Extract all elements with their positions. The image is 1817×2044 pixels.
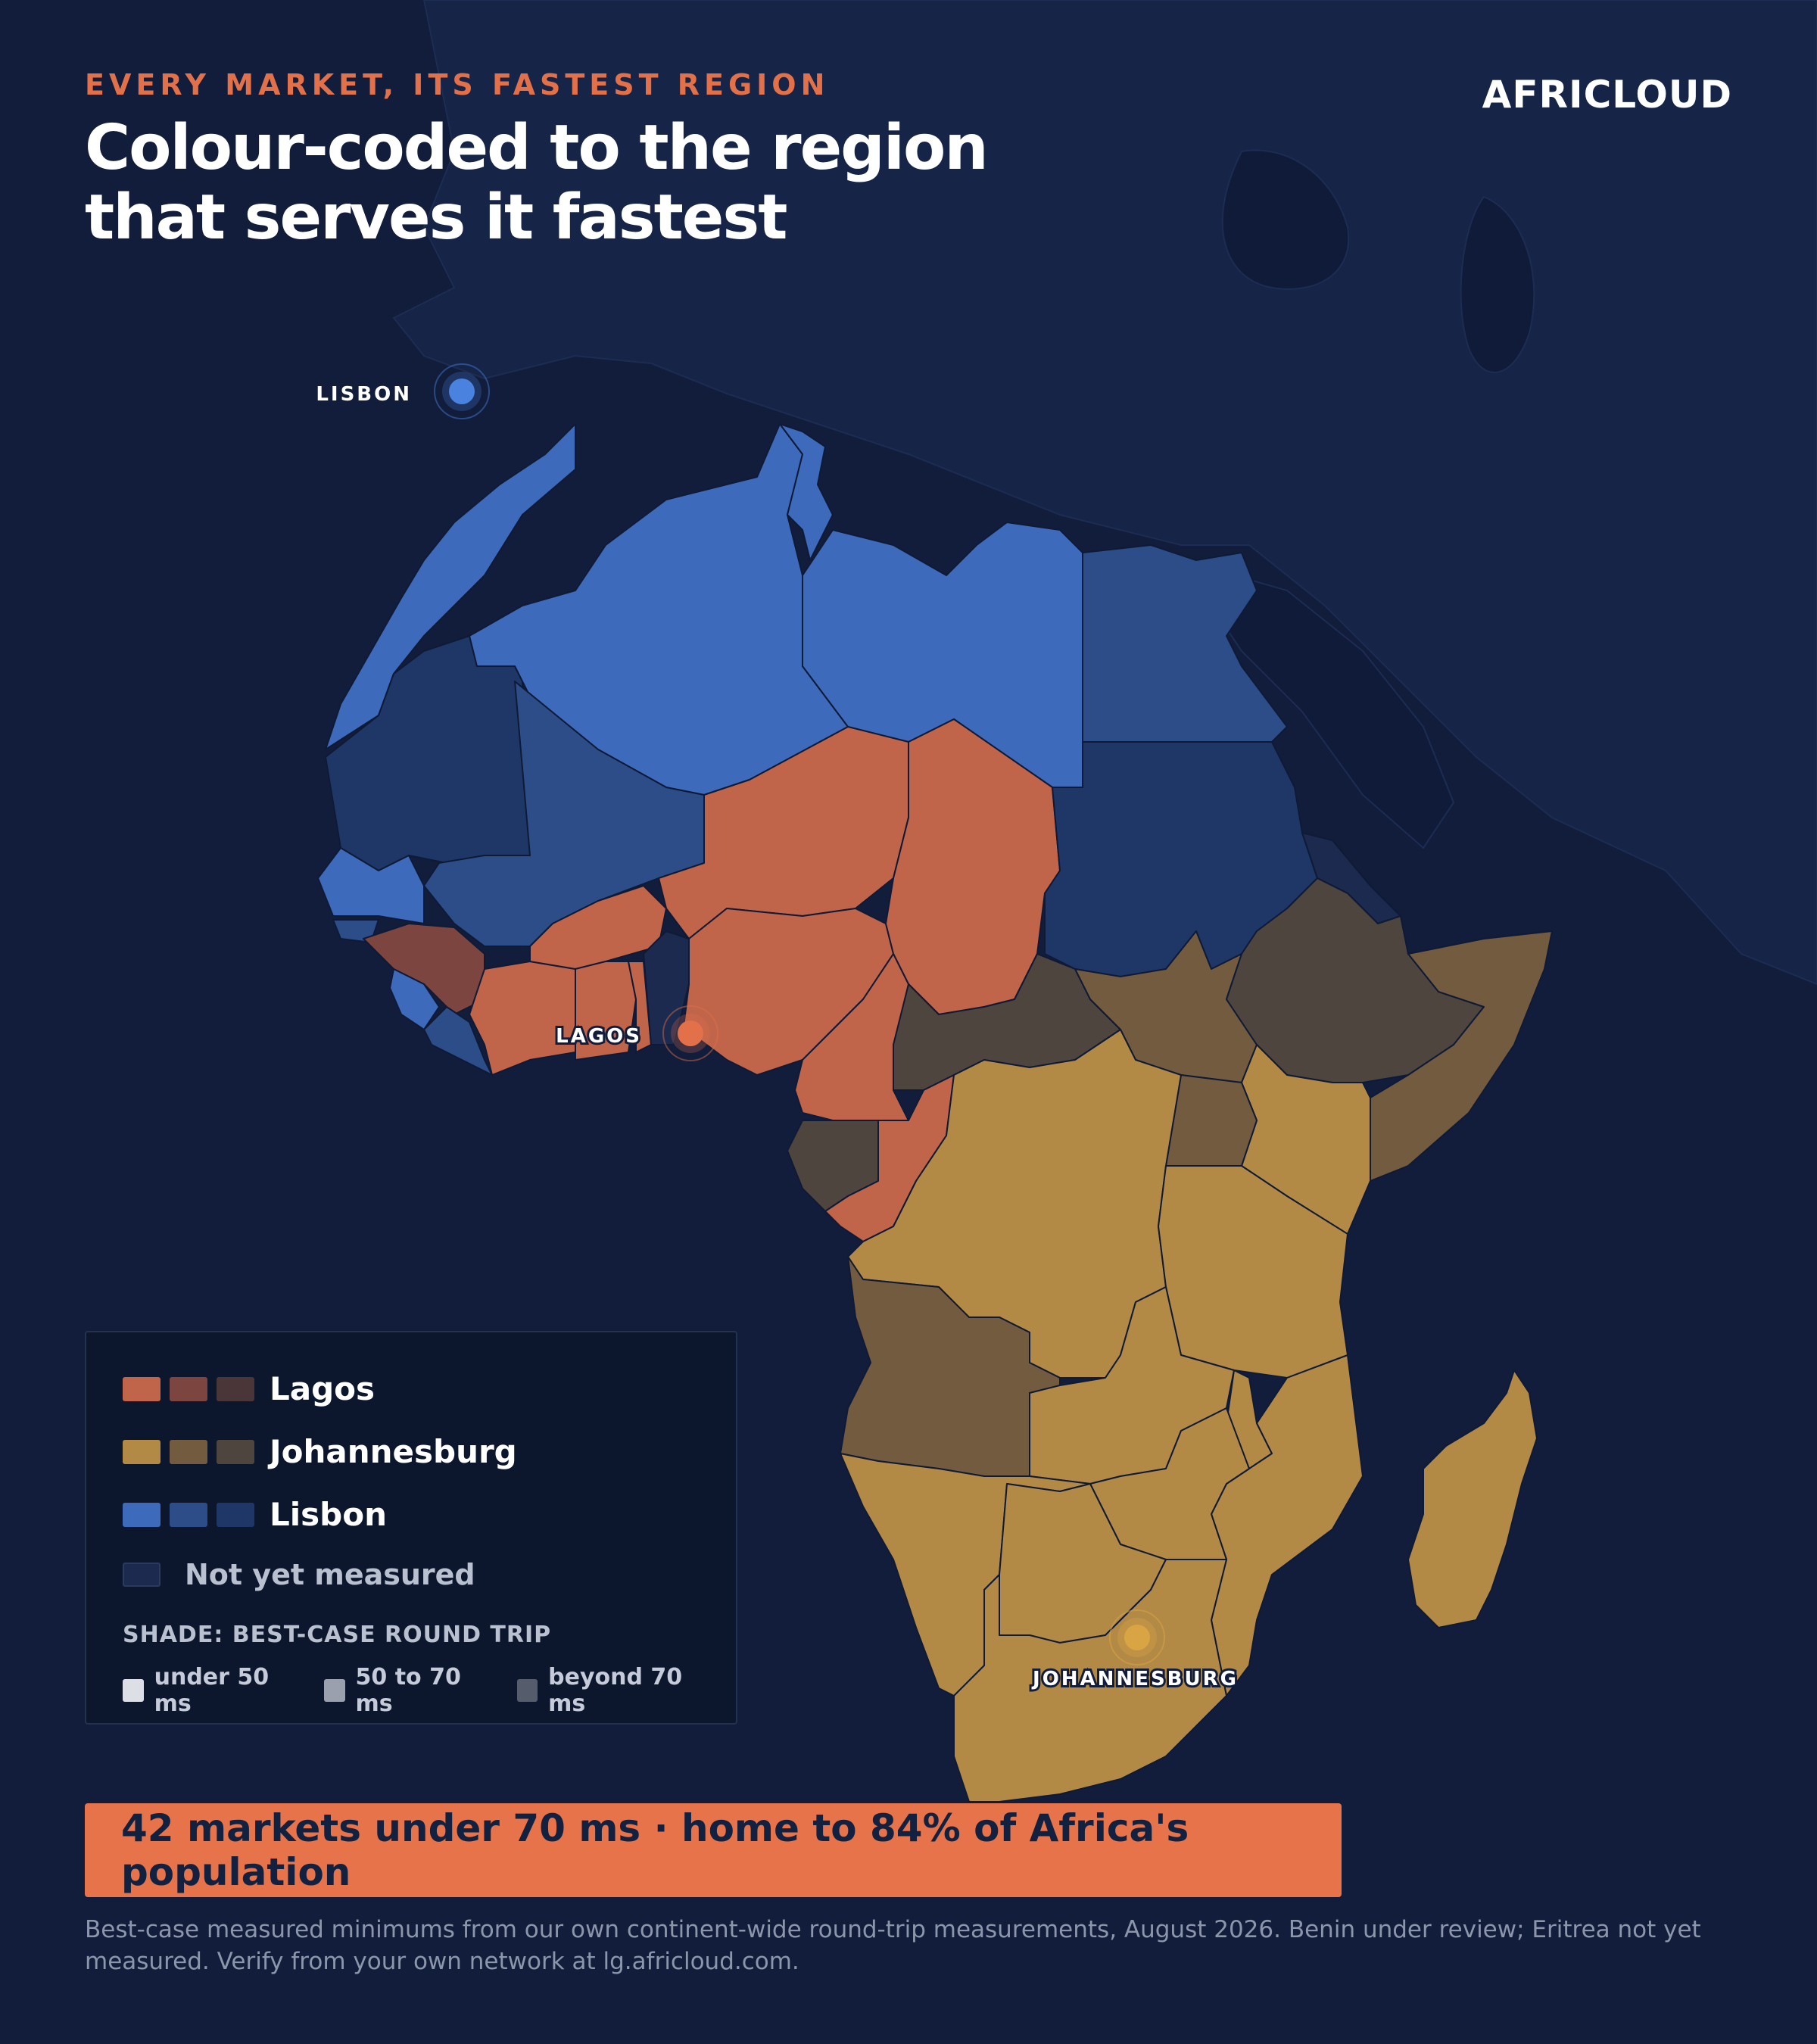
legend-label-johannesburg: Johannesburg: [270, 1433, 517, 1470]
swatch-lisbon-far: [217, 1502, 254, 1527]
johannesburg-marker-dot: [1124, 1625, 1150, 1650]
country-liberia: [423, 1006, 493, 1076]
lisbon-marker-ring: [434, 363, 490, 419]
country-madagascar: [1407, 1369, 1538, 1628]
footnote: Best-case measured minimums from our own…: [85, 1916, 1701, 1975]
eyebrow: EVERY MARKET, ITS FASTEST REGION: [85, 68, 830, 101]
lisbon-marker-dot: [449, 379, 475, 404]
country-morocco: [325, 423, 576, 750]
summary-banner-text: 42 markets under 70 ms · home to 84% of …: [121, 1806, 1189, 1894]
country-mauritania: [325, 635, 531, 871]
johannesburg-marker[interactable]: [1109, 1609, 1165, 1665]
country-somalia: [1370, 930, 1553, 1182]
legend-label-lisbon: Lisbon: [270, 1496, 387, 1533]
country-tunisia: [779, 423, 834, 561]
africa-countries: [317, 423, 1553, 1803]
swatch-johannesburg-far: [217, 1439, 254, 1464]
lagos-marker-dot: [678, 1020, 703, 1046]
shade-beyond-70: beyond 70 ms: [516, 1664, 713, 1717]
shade-under-50: under 50 ms: [123, 1664, 301, 1717]
swatch-lagos-mid: [170, 1376, 207, 1401]
lagos-marker-ring: [662, 1005, 718, 1061]
johannesburg-marker-ring: [1109, 1609, 1165, 1665]
shade-scale: under 50 ms 50 to 70 ms beyond 70 ms: [123, 1664, 736, 1717]
legend-row-not-measured: Not yet measured: [123, 1558, 475, 1591]
swatch-johannesburg-mid: [170, 1439, 207, 1464]
swatch-lisbon-mid: [170, 1502, 207, 1527]
lagos-label: LAGOS: [556, 1025, 642, 1048]
legend-label-lagos: Lagos: [270, 1370, 376, 1407]
shade-swatch-light: [123, 1679, 144, 1702]
shade-50-70: 50 to 70 ms: [323, 1664, 494, 1717]
swatch-lisbon-near: [123, 1502, 161, 1527]
country-ivory-coast: [469, 961, 576, 1076]
shade-label-under: under 50 ms: [154, 1664, 270, 1717]
shade-label-mid: 50 to 70 ms: [355, 1664, 461, 1717]
swatch-johannesburg-near: [123, 1439, 161, 1464]
legend: Lagos Johannesburg Lisbon Not yet measur…: [85, 1331, 737, 1725]
brand-logo: AFRICLOUD: [1482, 73, 1732, 117]
shade-swatch-mid: [323, 1679, 345, 1702]
shade-title: SHADE: BEST-CASE ROUND TRIP: [123, 1622, 552, 1648]
swatch-lagos-near: [123, 1376, 161, 1401]
shade-swatch-dark: [516, 1679, 538, 1702]
world-landmass: [392, 0, 1817, 986]
legend-row-lagos: Lagos: [123, 1370, 375, 1407]
lagos-marker[interactable]: [662, 1005, 718, 1061]
legend-row-johannesburg: Johannesburg: [123, 1433, 517, 1470]
lisbon-label: LISBON: [316, 383, 412, 406]
shade-label-beyond: beyond 70 ms: [548, 1664, 683, 1717]
country-senegal: [317, 847, 425, 924]
swatch-lagos-far: [217, 1376, 254, 1401]
lisbon-marker[interactable]: [434, 363, 490, 419]
legend-row-lisbon: Lisbon: [123, 1496, 387, 1533]
summary-banner: 42 markets under 70 ms · home to 84% of …: [85, 1803, 1342, 1897]
page-title: Colour-coded to the region that serves i…: [85, 112, 989, 254]
swatch-not-measured: [123, 1563, 161, 1587]
country-burkina-faso: [529, 885, 667, 970]
johannesburg-label: JOHANNESBURG: [1031, 1668, 1239, 1690]
legend-label-not-measured: Not yet measured: [185, 1558, 475, 1591]
